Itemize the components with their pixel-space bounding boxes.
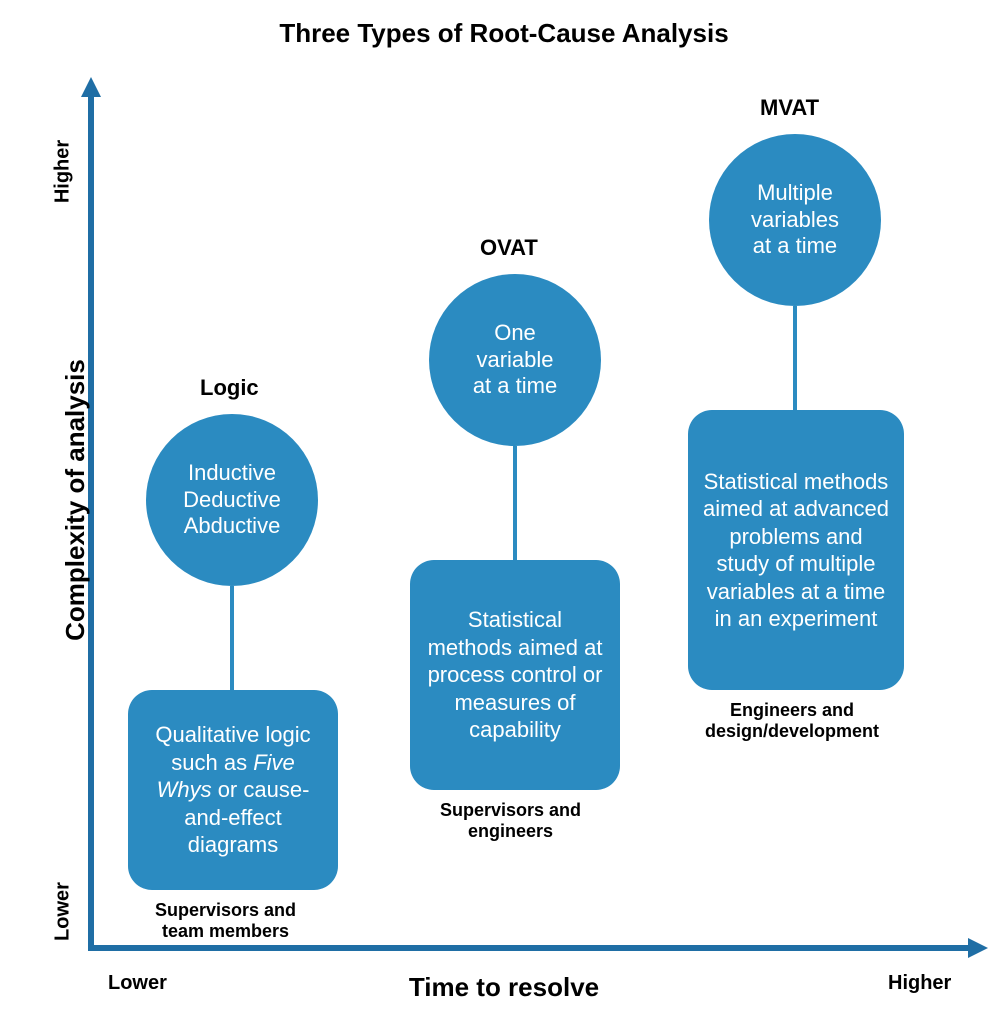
x-axis-line: [88, 945, 970, 951]
x-axis-high-label: Higher: [888, 972, 951, 995]
y-axis-arrow-icon: [81, 77, 101, 97]
node-label-mvat: MVAT: [760, 95, 819, 121]
y-axis-high-label: Higher: [52, 137, 75, 207]
circle-logic: InductiveDeductiveAbductive: [146, 414, 318, 586]
y-axis-low-label: Lower: [52, 877, 75, 947]
node-label-ovat: OVAT: [480, 235, 538, 261]
circle-ovat: Onevariableat a time: [429, 274, 601, 446]
node-label-logic: Logic: [200, 375, 259, 401]
chart-title: Three Types of Root-Cause Analysis: [0, 18, 1008, 49]
connector-mvat: [793, 306, 797, 415]
diagram-canvas: Three Types of Root-Cause Analysis Comple…: [0, 0, 1008, 1024]
x-axis-arrow-icon: [968, 938, 988, 958]
x-axis-low-label: Lower: [108, 972, 167, 995]
y-axis-label: Complexity of analysis: [60, 340, 91, 660]
box-mvat: Statistical methods aimed at advanced pr…: [688, 410, 904, 690]
connector-ovat: [513, 446, 517, 565]
box-ovat: Statistical methods aimed at process con…: [410, 560, 620, 790]
caption-ovat: Supervisors andengineers: [440, 800, 581, 842]
connector-logic: [230, 586, 234, 690]
caption-mvat: Engineers anddesign/development: [705, 700, 879, 742]
box-logic: Qualitative logic such as Five Whys or c…: [128, 690, 338, 890]
caption-logic: Supervisors andteam members: [155, 900, 296, 942]
circle-mvat: Multiplevariablesat a time: [709, 134, 881, 306]
